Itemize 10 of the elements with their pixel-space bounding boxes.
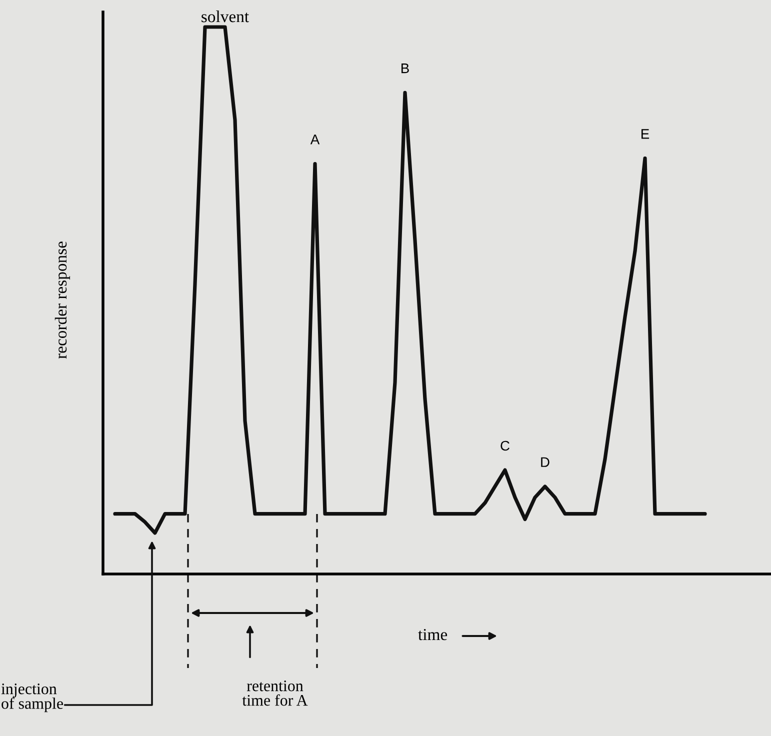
text: solvent <box>202 10 249 22</box>
y-axis-title: recorder response <box>54 242 70 359</box>
text: retention time for A <box>242 680 308 706</box>
annotation: D <box>541 457 550 467</box>
x-axis-title: time <box>418 628 448 640</box>
annotation: C <box>500 440 510 451</box>
annotation: B <box>402 64 409 74</box>
text: injection of sample <box>1 684 63 712</box>
annotation: E <box>642 129 650 139</box>
annotation: A <box>310 134 320 144</box>
